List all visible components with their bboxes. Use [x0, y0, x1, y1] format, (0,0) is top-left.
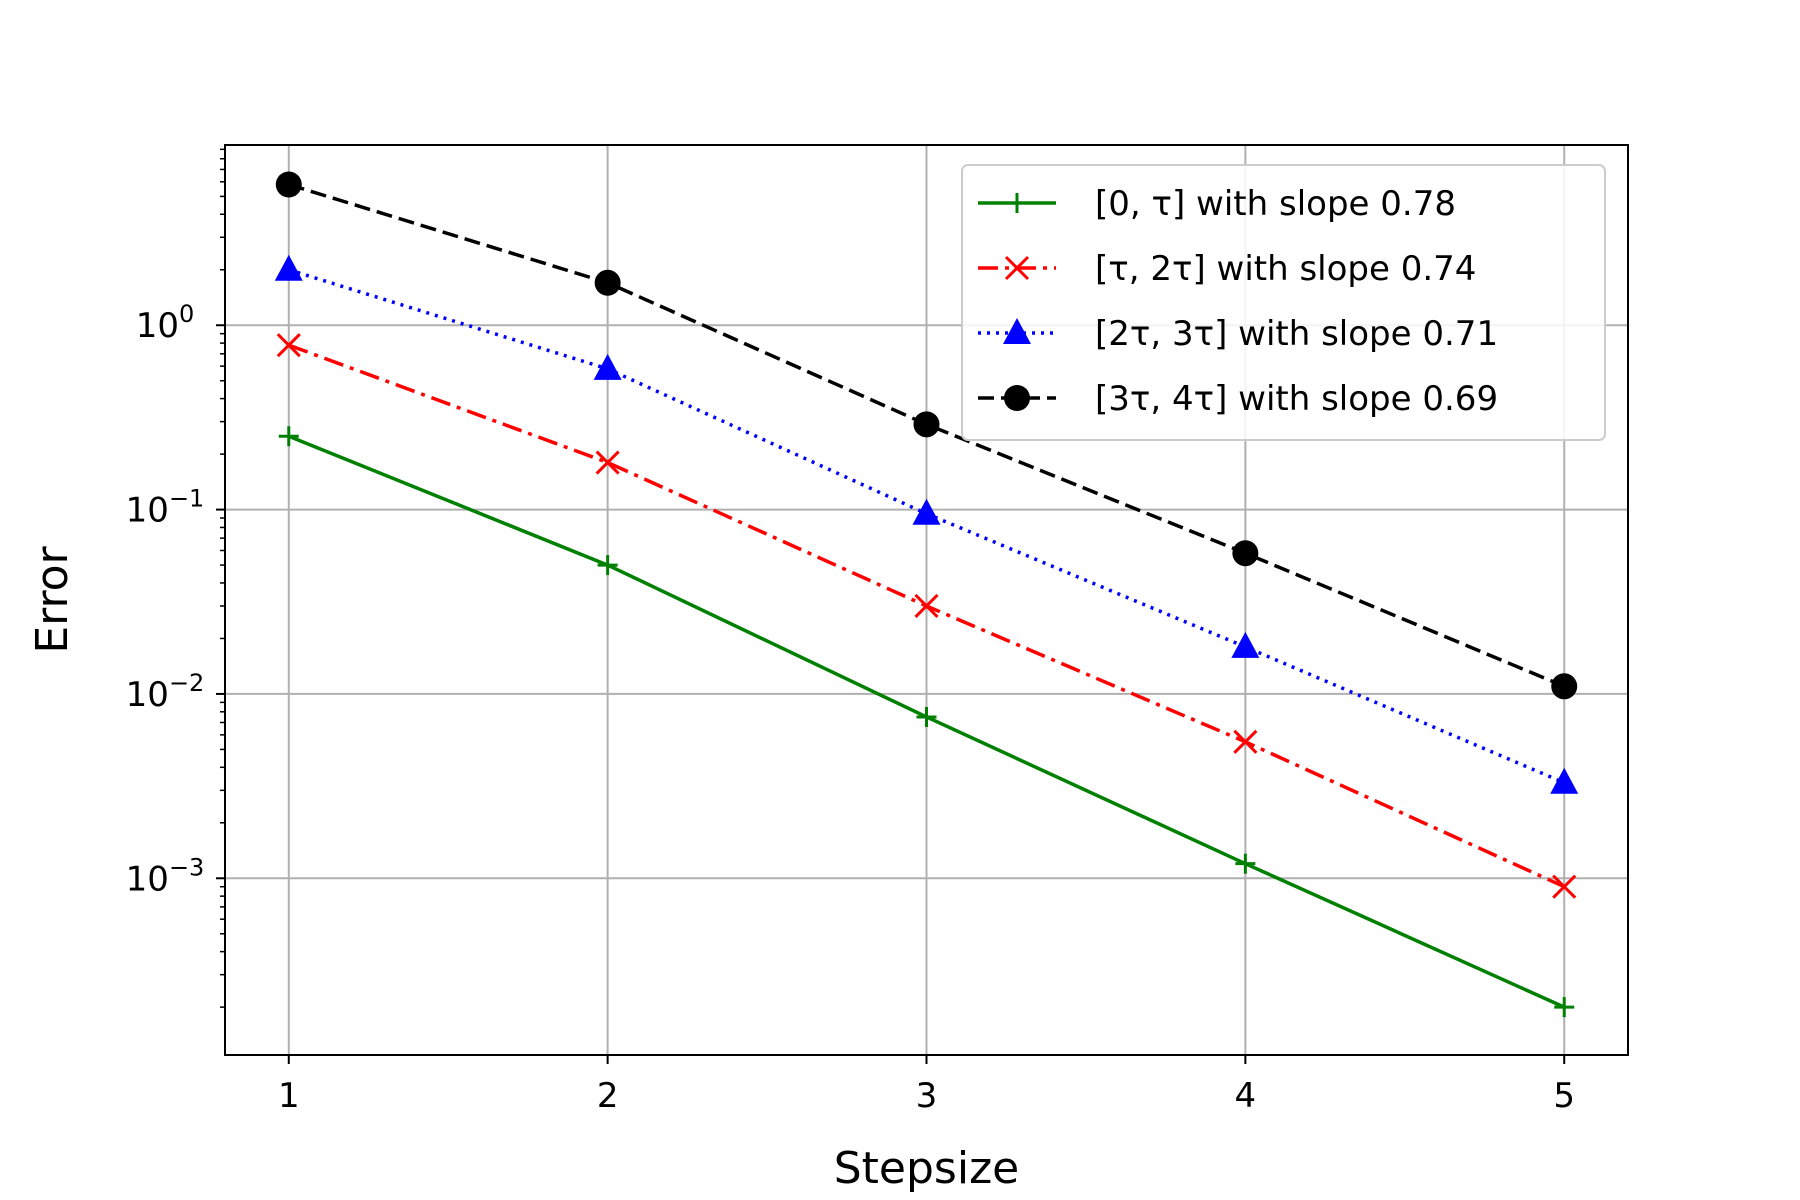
- legend-entry: [3τ, 4τ] with slope 0.69: [978, 379, 1498, 419]
- data-point: [914, 593, 939, 619]
- data-point: [912, 498, 941, 525]
- legend-label: [τ, 2τ] with slope 0.74: [1095, 249, 1476, 289]
- x-axis-label: Stepsize: [834, 1143, 1020, 1194]
- data-point: [1235, 853, 1256, 874]
- y-axis-ticks: 100 10−1 10−2 10−3: [126, 300, 225, 899]
- data-point: [1554, 997, 1575, 1018]
- x-tick-label: 3: [916, 1076, 938, 1116]
- data-point: [595, 450, 620, 475]
- data-point: [1233, 729, 1258, 754]
- data-point: [275, 171, 302, 198]
- legend-marker: [1004, 385, 1030, 411]
- legend-entry: [2τ, 3τ] with slope 0.71: [978, 314, 1498, 354]
- data-point: [1551, 673, 1578, 700]
- series-3: [274, 254, 1579, 794]
- x-tick-label: 4: [1235, 1076, 1257, 1116]
- x-axis-ticks: 1 2 3 4 5: [278, 1055, 1575, 1116]
- legend-label: [3τ, 4τ] with slope 0.69: [1095, 379, 1498, 419]
- y-tick-label: 10−3: [126, 853, 205, 899]
- legend-entry: [0, τ] with slope 0.78: [978, 184, 1456, 224]
- y-tick-label: 10−2: [126, 669, 205, 715]
- data-point: [916, 706, 937, 727]
- series-2: [276, 333, 1577, 899]
- legend-box: [961, 164, 1606, 441]
- data-point: [1550, 767, 1579, 794]
- data-point: [1231, 631, 1260, 658]
- x-tick-label: 1: [278, 1076, 300, 1116]
- x-tick-label: 5: [1553, 1076, 1575, 1116]
- legend: [0, τ] with slope 0.78 [τ, 2τ] with slope…: [961, 164, 1606, 441]
- data-point: [276, 333, 301, 358]
- y-tick-label: 10−1: [126, 485, 205, 531]
- legend-label: [2τ, 3τ] with slope 0.71: [1095, 314, 1498, 354]
- legend-marker: [1004, 255, 1030, 281]
- data-point: [593, 353, 622, 380]
- y-tick-label: 100: [136, 300, 195, 346]
- series-layer: [274, 171, 1579, 1018]
- x-tick-label: 2: [597, 1076, 619, 1116]
- y-axis-label: Error: [27, 545, 78, 653]
- data-point: [913, 411, 940, 438]
- legend-label: [0, τ] with slope 0.78: [1095, 184, 1456, 224]
- series-4: [275, 171, 1578, 700]
- legend-entry: [τ, 2τ] with slope 0.74: [978, 249, 1476, 289]
- data-point: [278, 426, 299, 447]
- legend-marker: [1003, 318, 1031, 344]
- series-1: [278, 426, 1575, 1018]
- data-point: [1232, 540, 1259, 567]
- data-point: [274, 254, 303, 281]
- data-point: [594, 269, 621, 296]
- data-point: [1552, 874, 1577, 899]
- data-point: [597, 555, 618, 576]
- legend-marker: [1007, 193, 1027, 213]
